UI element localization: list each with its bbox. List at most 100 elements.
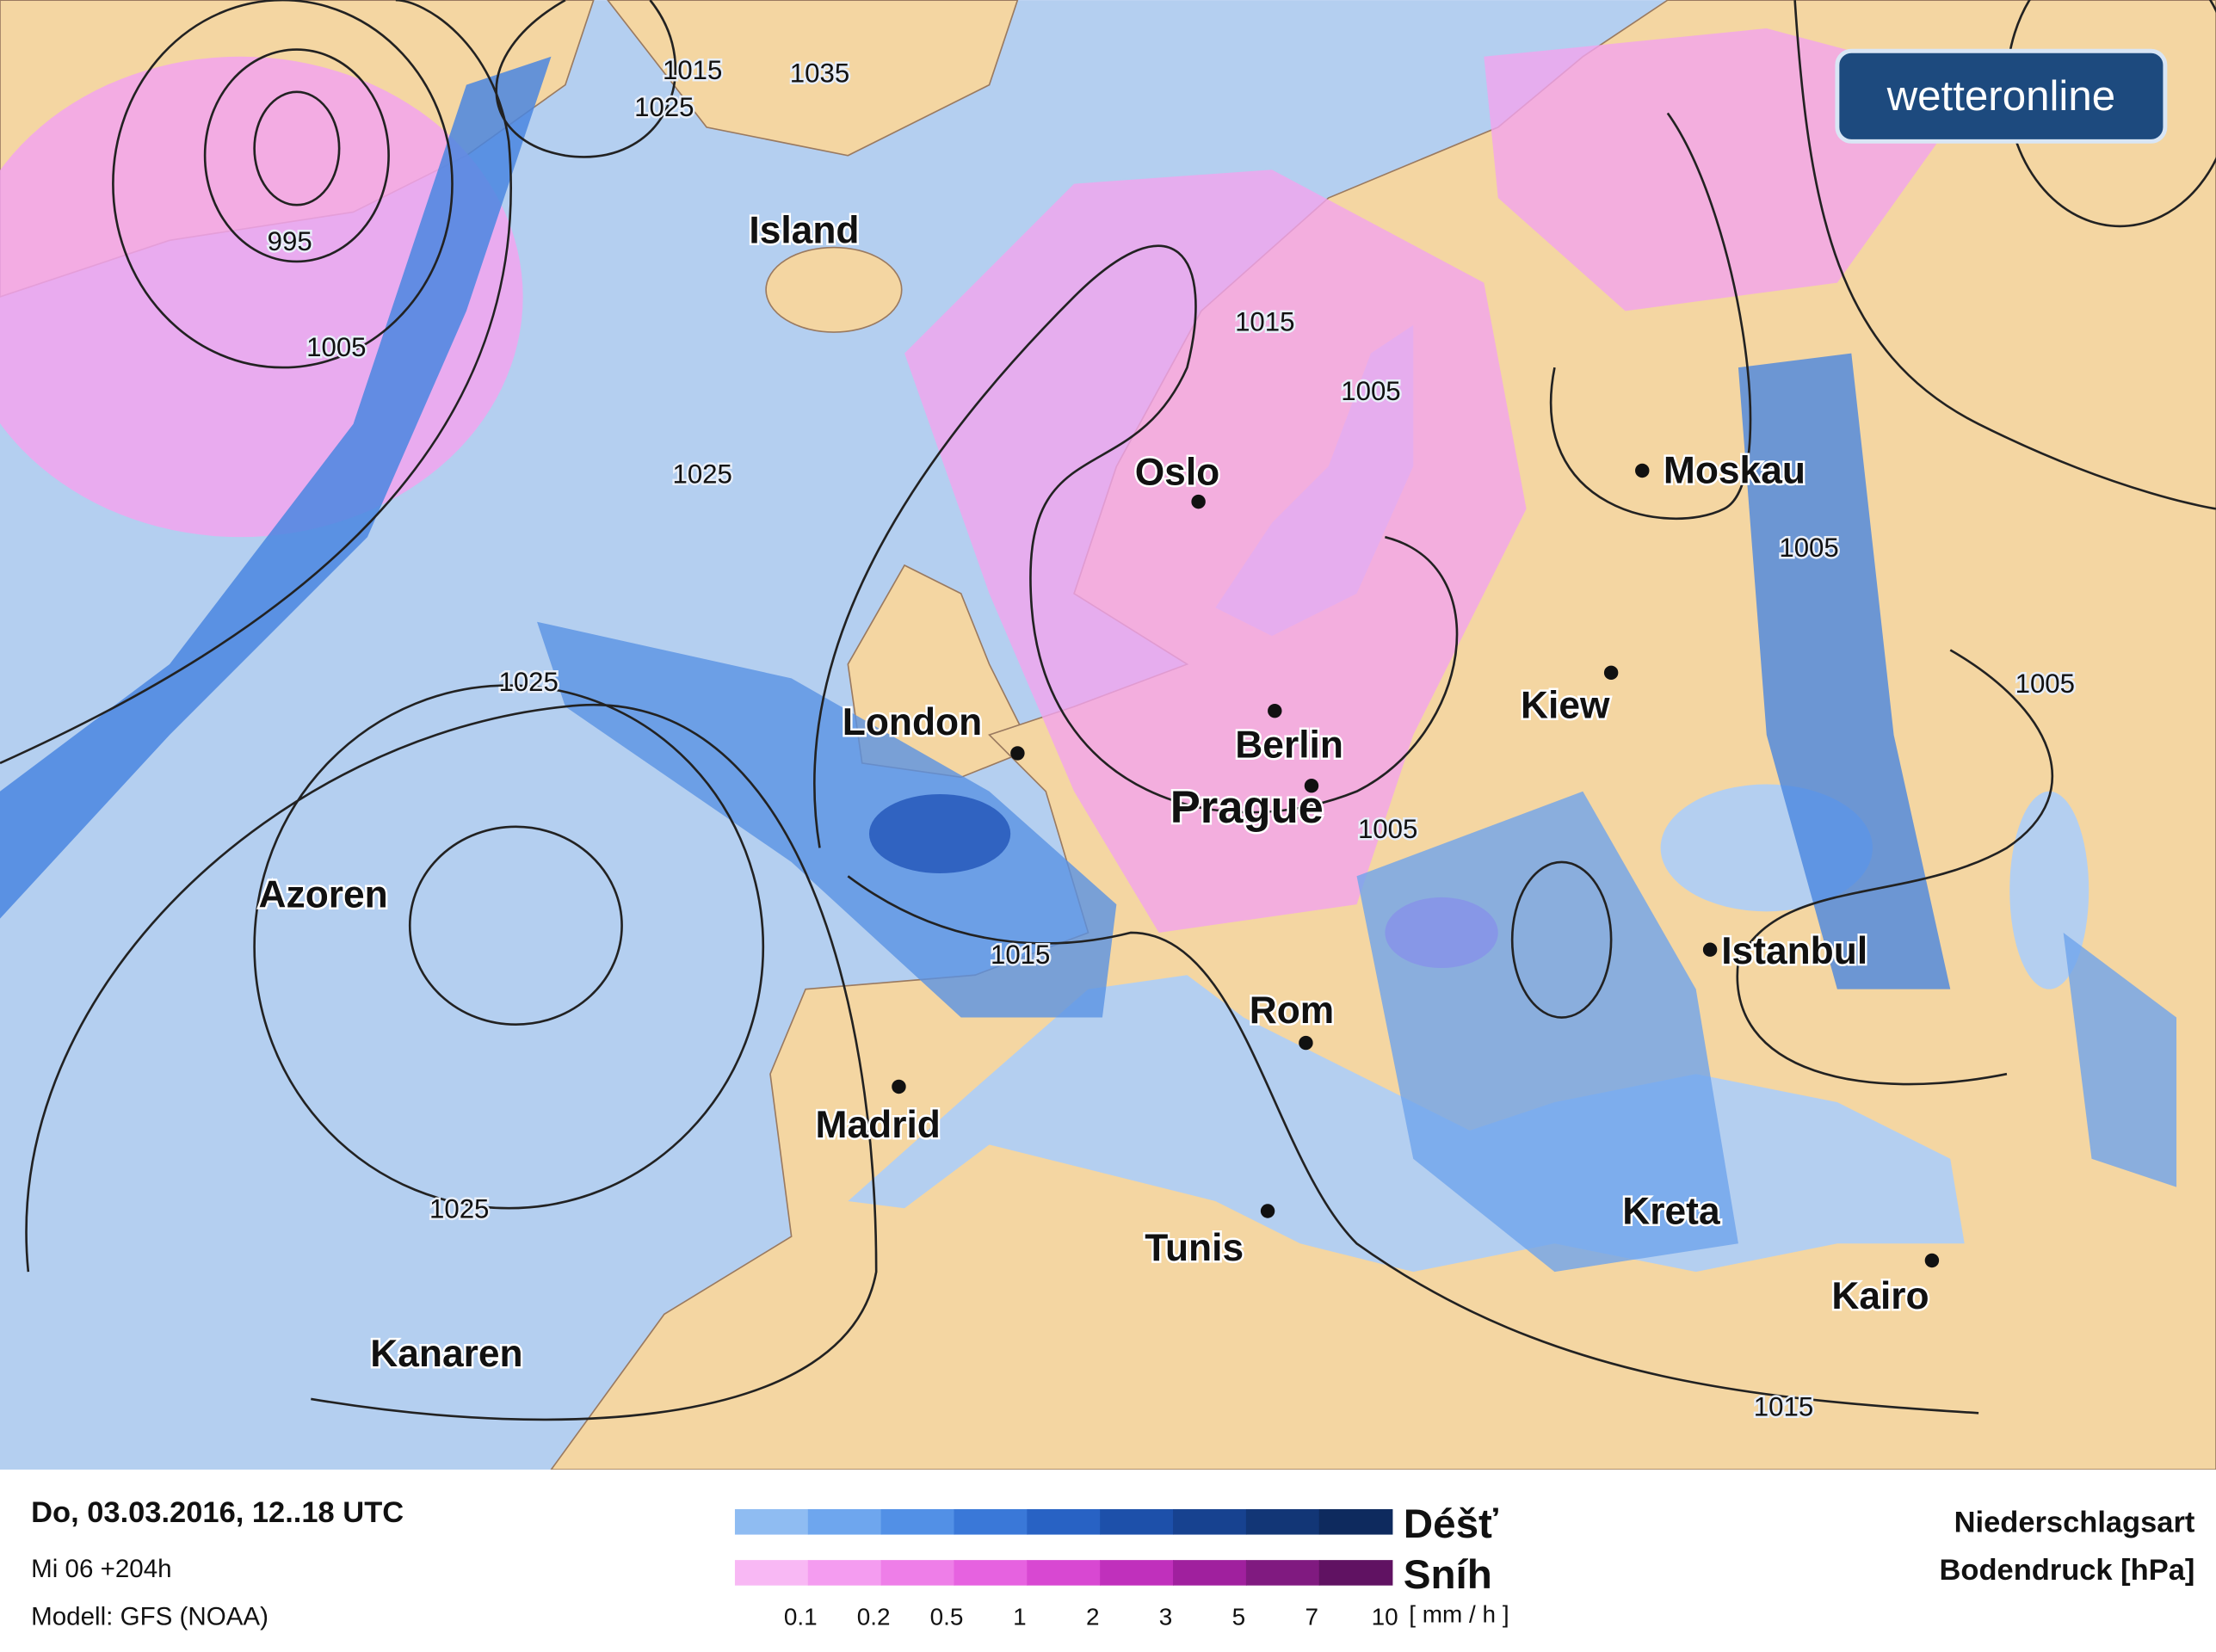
city-label: Kiew <box>1521 684 1610 726</box>
rain-label: Déšť <box>1404 1501 1498 1547</box>
isobar <box>847 875 1979 1415</box>
isobar-label: 1015 <box>1235 306 1294 336</box>
isobar <box>0 0 512 765</box>
isobar-label: 1025 <box>429 1194 489 1224</box>
logo-box <box>1835 48 2168 144</box>
isobar <box>1793 0 2216 510</box>
snow-swatch <box>734 1560 809 1586</box>
city-dot <box>1299 1035 1313 1051</box>
isobar-label: 1025 <box>498 667 558 697</box>
rain-band <box>1738 353 1951 989</box>
isobar-label: 1005 <box>1779 533 1838 563</box>
isobar <box>253 90 341 206</box>
unit-label: [ mm / h ] <box>1409 1600 1509 1627</box>
city-dot <box>1010 746 1025 761</box>
city-label: Kairo <box>1831 1275 1929 1317</box>
rain-swatch <box>1318 1509 1393 1535</box>
isobar-label: 1025 <box>634 92 694 122</box>
isobar-label: 1005 <box>1341 376 1400 406</box>
city-label: Azoren <box>259 873 388 915</box>
scale-label: 3 <box>1159 1604 1173 1630</box>
isobar <box>408 825 623 1026</box>
rain-swatch <box>1173 1509 1247 1535</box>
snow-area <box>904 170 1527 933</box>
isobars <box>0 0 2216 1421</box>
snow-swatch <box>954 1560 1028 1586</box>
isobar <box>813 244 1459 848</box>
scale-label: 0.5 <box>930 1604 964 1630</box>
rain-swatch <box>1027 1509 1102 1535</box>
isobar-label: 1015 <box>663 55 722 85</box>
city-label: Madrid <box>816 1104 941 1146</box>
isobar <box>203 48 390 263</box>
isobar-label: 1035 <box>790 58 849 88</box>
legend-title: Niederschlagsart <box>1954 1506 2195 1538</box>
snow-swatch <box>1318 1560 1393 1586</box>
city-dot <box>892 1079 906 1094</box>
rain-band <box>0 56 552 919</box>
footer-content: Do, 03.03.2016, 12..18 UTC Mi 06 +204h M… <box>31 1496 2195 1631</box>
city-label: London <box>843 701 982 743</box>
scale-label: 10 <box>1372 1604 1398 1630</box>
snow-swatch <box>807 1560 882 1586</box>
rain-swatch <box>807 1509 882 1535</box>
snow-label: Sníh <box>1404 1552 1492 1598</box>
city-dot <box>1924 1253 1940 1268</box>
scale-label: 7 <box>1305 1604 1318 1630</box>
legend-subtitle: Bodendruck [hPa] <box>1940 1554 2195 1587</box>
city-label: Oslo <box>1135 451 1220 493</box>
isobar-label: 1005 <box>1358 814 1417 844</box>
rain-core <box>868 794 1011 874</box>
city-label: Berlin <box>1235 724 1343 766</box>
city-label: Kreta <box>1622 1190 1720 1232</box>
isobar-label: 995 <box>268 226 312 256</box>
snow-swatch <box>1245 1560 1320 1586</box>
city-dots <box>892 463 1940 1268</box>
svalbard <box>607 0 1019 157</box>
rain-area <box>1356 791 1738 1273</box>
rain-area <box>2063 932 2177 1187</box>
precipitation <box>0 28 2177 1273</box>
isobar <box>253 684 765 1210</box>
isobar-labels: 1015 1035 1025 995 1005 1025 1015 1005 1… <box>265 53 2077 1424</box>
isobar <box>1549 112 1752 521</box>
isobar-label: 1015 <box>1754 1392 1813 1422</box>
isobar <box>495 0 677 158</box>
rain-swatch <box>880 1509 955 1535</box>
isobar-label: 1015 <box>991 940 1050 970</box>
rain-swatch <box>954 1509 1028 1535</box>
snow-swatch <box>1173 1560 1247 1586</box>
date: Do, 03.03.2016, 12..18 UTC <box>31 1496 404 1529</box>
snow-swatch <box>1100 1560 1174 1586</box>
scale-label: 5 <box>1232 1604 1246 1630</box>
city-dot <box>1260 1204 1275 1218</box>
city-label: Prague <box>1170 782 1324 833</box>
city-label: Rom <box>1250 989 1335 1032</box>
city-dot <box>1304 778 1319 793</box>
logo-text: wetteronline <box>1886 72 2116 120</box>
rain-swatch <box>1245 1509 1320 1535</box>
scale-label: 1 <box>1013 1604 1027 1630</box>
city-label: Island <box>749 210 859 252</box>
isobar <box>1736 649 2054 1086</box>
scale-label: 0.1 <box>784 1604 818 1630</box>
isobar <box>25 703 878 1421</box>
model-run: Mi 06 +204h <box>31 1555 171 1583</box>
city-label: Kanaren <box>370 1333 522 1375</box>
rain-band <box>537 621 1117 1018</box>
isobar-label: 1005 <box>2015 669 2075 699</box>
scale-label: 0.2 <box>857 1604 891 1630</box>
isobar-label: 1025 <box>672 459 731 490</box>
city-dot <box>1702 942 1718 957</box>
city-dot <box>1268 703 1282 718</box>
city-labels: Island Oslo Moskau London Berlin Kiew Pr… <box>256 207 1931 1377</box>
isobar <box>112 0 454 369</box>
model: Modell: GFS (NOAA) <box>31 1603 269 1631</box>
city-label: Istanbul <box>1721 930 1867 972</box>
snow-swatch <box>880 1560 955 1586</box>
logo: wetteronline <box>1835 48 2168 144</box>
city-dot <box>1635 463 1650 478</box>
iceland <box>765 246 903 333</box>
